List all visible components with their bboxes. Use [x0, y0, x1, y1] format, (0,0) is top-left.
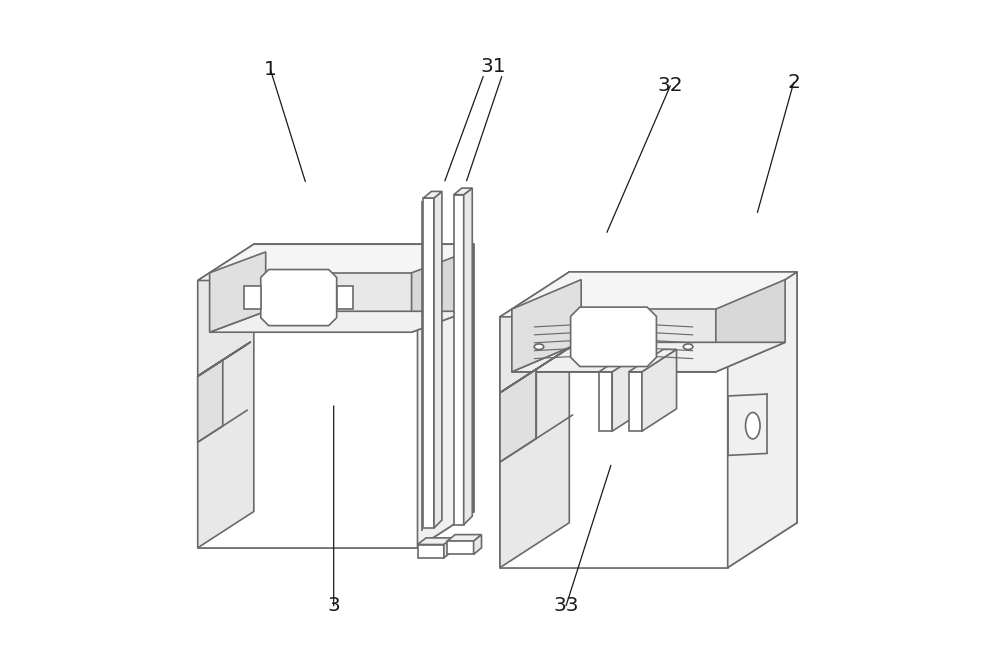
- Polygon shape: [244, 286, 261, 309]
- Polygon shape: [198, 342, 251, 376]
- Polygon shape: [254, 244, 474, 512]
- Polygon shape: [444, 538, 452, 558]
- Polygon shape: [629, 349, 677, 372]
- Polygon shape: [198, 360, 223, 442]
- Polygon shape: [500, 272, 569, 568]
- Polygon shape: [454, 188, 472, 195]
- Polygon shape: [500, 523, 797, 568]
- Polygon shape: [642, 349, 677, 431]
- Polygon shape: [474, 535, 482, 554]
- Polygon shape: [464, 188, 472, 525]
- Text: 31: 31: [481, 57, 506, 75]
- Polygon shape: [418, 544, 444, 558]
- Text: 32: 32: [657, 77, 683, 95]
- Text: 33: 33: [553, 597, 579, 615]
- Polygon shape: [599, 372, 612, 431]
- Polygon shape: [337, 286, 353, 309]
- Polygon shape: [210, 312, 468, 332]
- Polygon shape: [716, 280, 785, 372]
- Polygon shape: [434, 191, 442, 528]
- Polygon shape: [500, 369, 536, 462]
- Polygon shape: [500, 317, 728, 568]
- Polygon shape: [512, 280, 581, 372]
- Text: 2: 2: [787, 73, 800, 92]
- Polygon shape: [599, 349, 647, 372]
- Polygon shape: [447, 541, 474, 554]
- Polygon shape: [728, 272, 797, 568]
- Polygon shape: [512, 309, 716, 372]
- Polygon shape: [198, 244, 474, 280]
- Polygon shape: [454, 195, 464, 525]
- Polygon shape: [210, 273, 412, 332]
- Polygon shape: [198, 244, 254, 548]
- Ellipse shape: [683, 344, 693, 350]
- Polygon shape: [571, 307, 656, 366]
- Polygon shape: [500, 346, 573, 393]
- Polygon shape: [418, 244, 474, 548]
- Polygon shape: [418, 538, 452, 544]
- Polygon shape: [569, 272, 797, 523]
- Ellipse shape: [534, 344, 544, 350]
- Polygon shape: [198, 512, 474, 548]
- Polygon shape: [198, 344, 247, 376]
- Polygon shape: [210, 252, 266, 332]
- Polygon shape: [500, 272, 797, 317]
- Polygon shape: [198, 280, 418, 548]
- Polygon shape: [423, 191, 442, 198]
- Text: 1: 1: [264, 60, 277, 79]
- Polygon shape: [423, 198, 434, 528]
- Text: 3: 3: [327, 597, 340, 615]
- Ellipse shape: [746, 412, 760, 439]
- Polygon shape: [261, 269, 337, 325]
- Polygon shape: [612, 349, 647, 431]
- Polygon shape: [412, 252, 468, 332]
- Polygon shape: [512, 343, 785, 372]
- Polygon shape: [629, 372, 642, 431]
- Polygon shape: [447, 535, 482, 541]
